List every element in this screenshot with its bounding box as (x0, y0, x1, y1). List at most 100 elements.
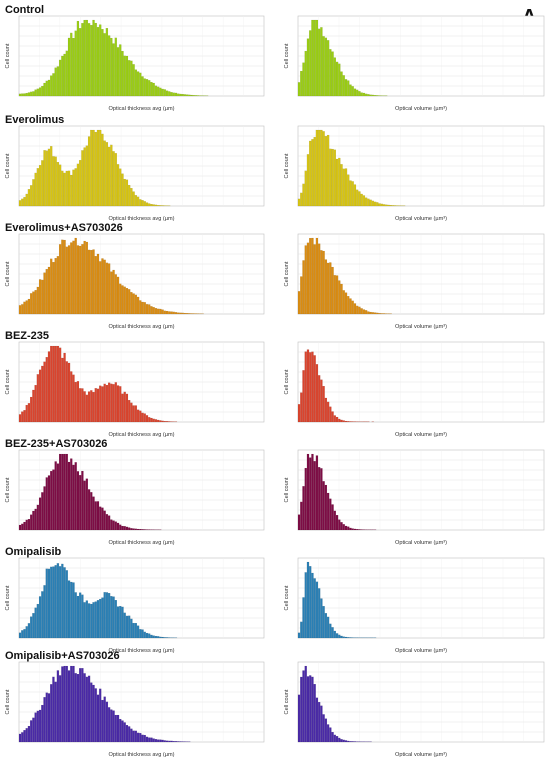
histogram-bar (132, 622, 135, 639)
histogram-bar (351, 300, 354, 315)
histogram-bar (119, 718, 122, 743)
histogram-bar (177, 741, 180, 743)
histogram-bar (92, 684, 95, 743)
histogram-bar (41, 160, 44, 207)
histogram-bar (105, 514, 109, 531)
histogram-bar (32, 291, 35, 315)
histogram-bar (58, 244, 62, 315)
histogram-bar (96, 388, 100, 423)
histogram-bar (103, 140, 106, 207)
histogram-bar (351, 528, 354, 531)
histogram-bar (34, 290, 37, 315)
histogram-bar (114, 382, 117, 423)
histogram-bar (50, 258, 53, 315)
histogram-bar (96, 253, 100, 315)
histogram-bar (41, 365, 44, 423)
histogram-bar (92, 496, 95, 531)
histogram-bar (114, 521, 117, 531)
histogram-bar (161, 739, 164, 743)
histogram-bar (76, 163, 80, 207)
histogram-bar (179, 93, 182, 97)
histogram-bar (21, 198, 24, 207)
histogram-bar (154, 739, 158, 743)
histogram-bar (72, 374, 75, 423)
histogram-bar (347, 80, 350, 97)
histogram-bar (358, 191, 361, 207)
histogram-bar (371, 312, 374, 315)
histogram-bar (360, 92, 363, 97)
histogram-bar (34, 607, 37, 639)
histogram-bar (152, 82, 155, 97)
histogram-bar (344, 525, 348, 531)
histogram-bar (121, 393, 124, 423)
histogram-bar (130, 188, 133, 207)
histogram-bar (315, 455, 319, 531)
histogram-bar (52, 262, 55, 315)
histogram-bar (27, 623, 31, 639)
y-axis-label: Cell count (284, 477, 290, 502)
histogram-bar (371, 94, 374, 97)
histogram-bar (331, 504, 334, 531)
histogram-bar (94, 256, 97, 315)
histogram-bar (139, 300, 142, 315)
histogram-bar (145, 79, 149, 97)
histogram-bar (163, 637, 166, 639)
histogram-bar (112, 151, 115, 207)
histogram-bar (41, 85, 44, 97)
histogram-bar (105, 384, 109, 423)
histogram-bar (188, 313, 191, 315)
histogram-bar (192, 95, 195, 97)
histogram-bar (107, 515, 111, 531)
histogram-bar (43, 697, 46, 743)
histogram-bar (156, 205, 160, 207)
histogram-bar (302, 486, 305, 531)
histogram-bar (119, 605, 122, 639)
histogram-bar (311, 572, 314, 639)
histogram-bar (81, 23, 84, 97)
histogram-bar (23, 629, 26, 639)
histogram-bar (351, 181, 354, 207)
histogram-bar (74, 462, 77, 531)
histogram-bar (103, 510, 106, 531)
histogram-bar (81, 594, 84, 639)
histogram-bar (197, 95, 200, 97)
histogram-bar (313, 461, 316, 531)
histogram-bar (67, 362, 71, 423)
chart-omipalisib-volume: Optical volume (µm³) Cell count (284, 557, 545, 654)
histogram-bar (304, 665, 307, 743)
chart-everolimus-volume: Optical volume (µm³) Cell count (284, 125, 545, 222)
histogram-bar (148, 737, 151, 743)
histogram-bar (331, 627, 334, 639)
histogram-bar (329, 623, 332, 639)
histogram-bar (85, 676, 88, 743)
histogram-bar (50, 684, 53, 743)
y-axis-label: Cell count (5, 689, 11, 714)
histogram-bar (174, 312, 178, 315)
histogram-bar (83, 602, 86, 639)
histogram-bar (344, 292, 348, 315)
histogram-bar (125, 55, 129, 97)
histogram-bar (335, 633, 339, 639)
histogram-bar (302, 62, 305, 97)
histogram-bar (183, 312, 186, 315)
histogram-bar (306, 676, 310, 743)
histogram-bar (181, 93, 184, 97)
histogram-bar (130, 60, 133, 97)
histogram-bar (25, 728, 28, 743)
histogram-bar (30, 514, 33, 531)
histogram-bar (134, 69, 137, 97)
histogram-bar (58, 675, 62, 743)
histogram-bar (154, 635, 158, 639)
histogram-bar (34, 89, 37, 97)
histogram-bar (320, 27, 323, 97)
histogram-bar (136, 625, 140, 639)
histogram-bar (152, 418, 155, 423)
histogram-bar (367, 311, 370, 315)
histogram-bar (123, 178, 126, 207)
histogram-bar (36, 374, 39, 423)
histogram-bar (103, 33, 106, 97)
histogram-bar (32, 510, 35, 531)
histogram-bar (114, 153, 117, 207)
histogram-bar (107, 35, 111, 97)
histogram-bar (156, 86, 160, 97)
